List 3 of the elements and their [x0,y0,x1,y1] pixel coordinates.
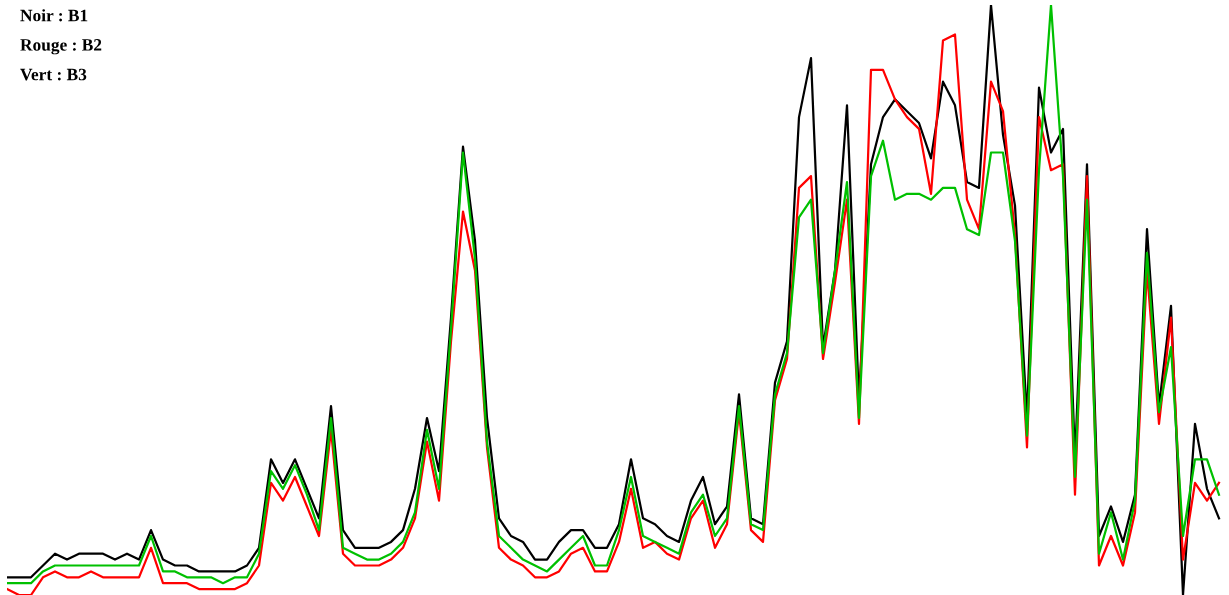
annotation: Vert : B3 [20,68,87,81]
annotation: Rouge : B2 [20,39,102,55]
annotation: Noir : B1 [20,9,88,22]
